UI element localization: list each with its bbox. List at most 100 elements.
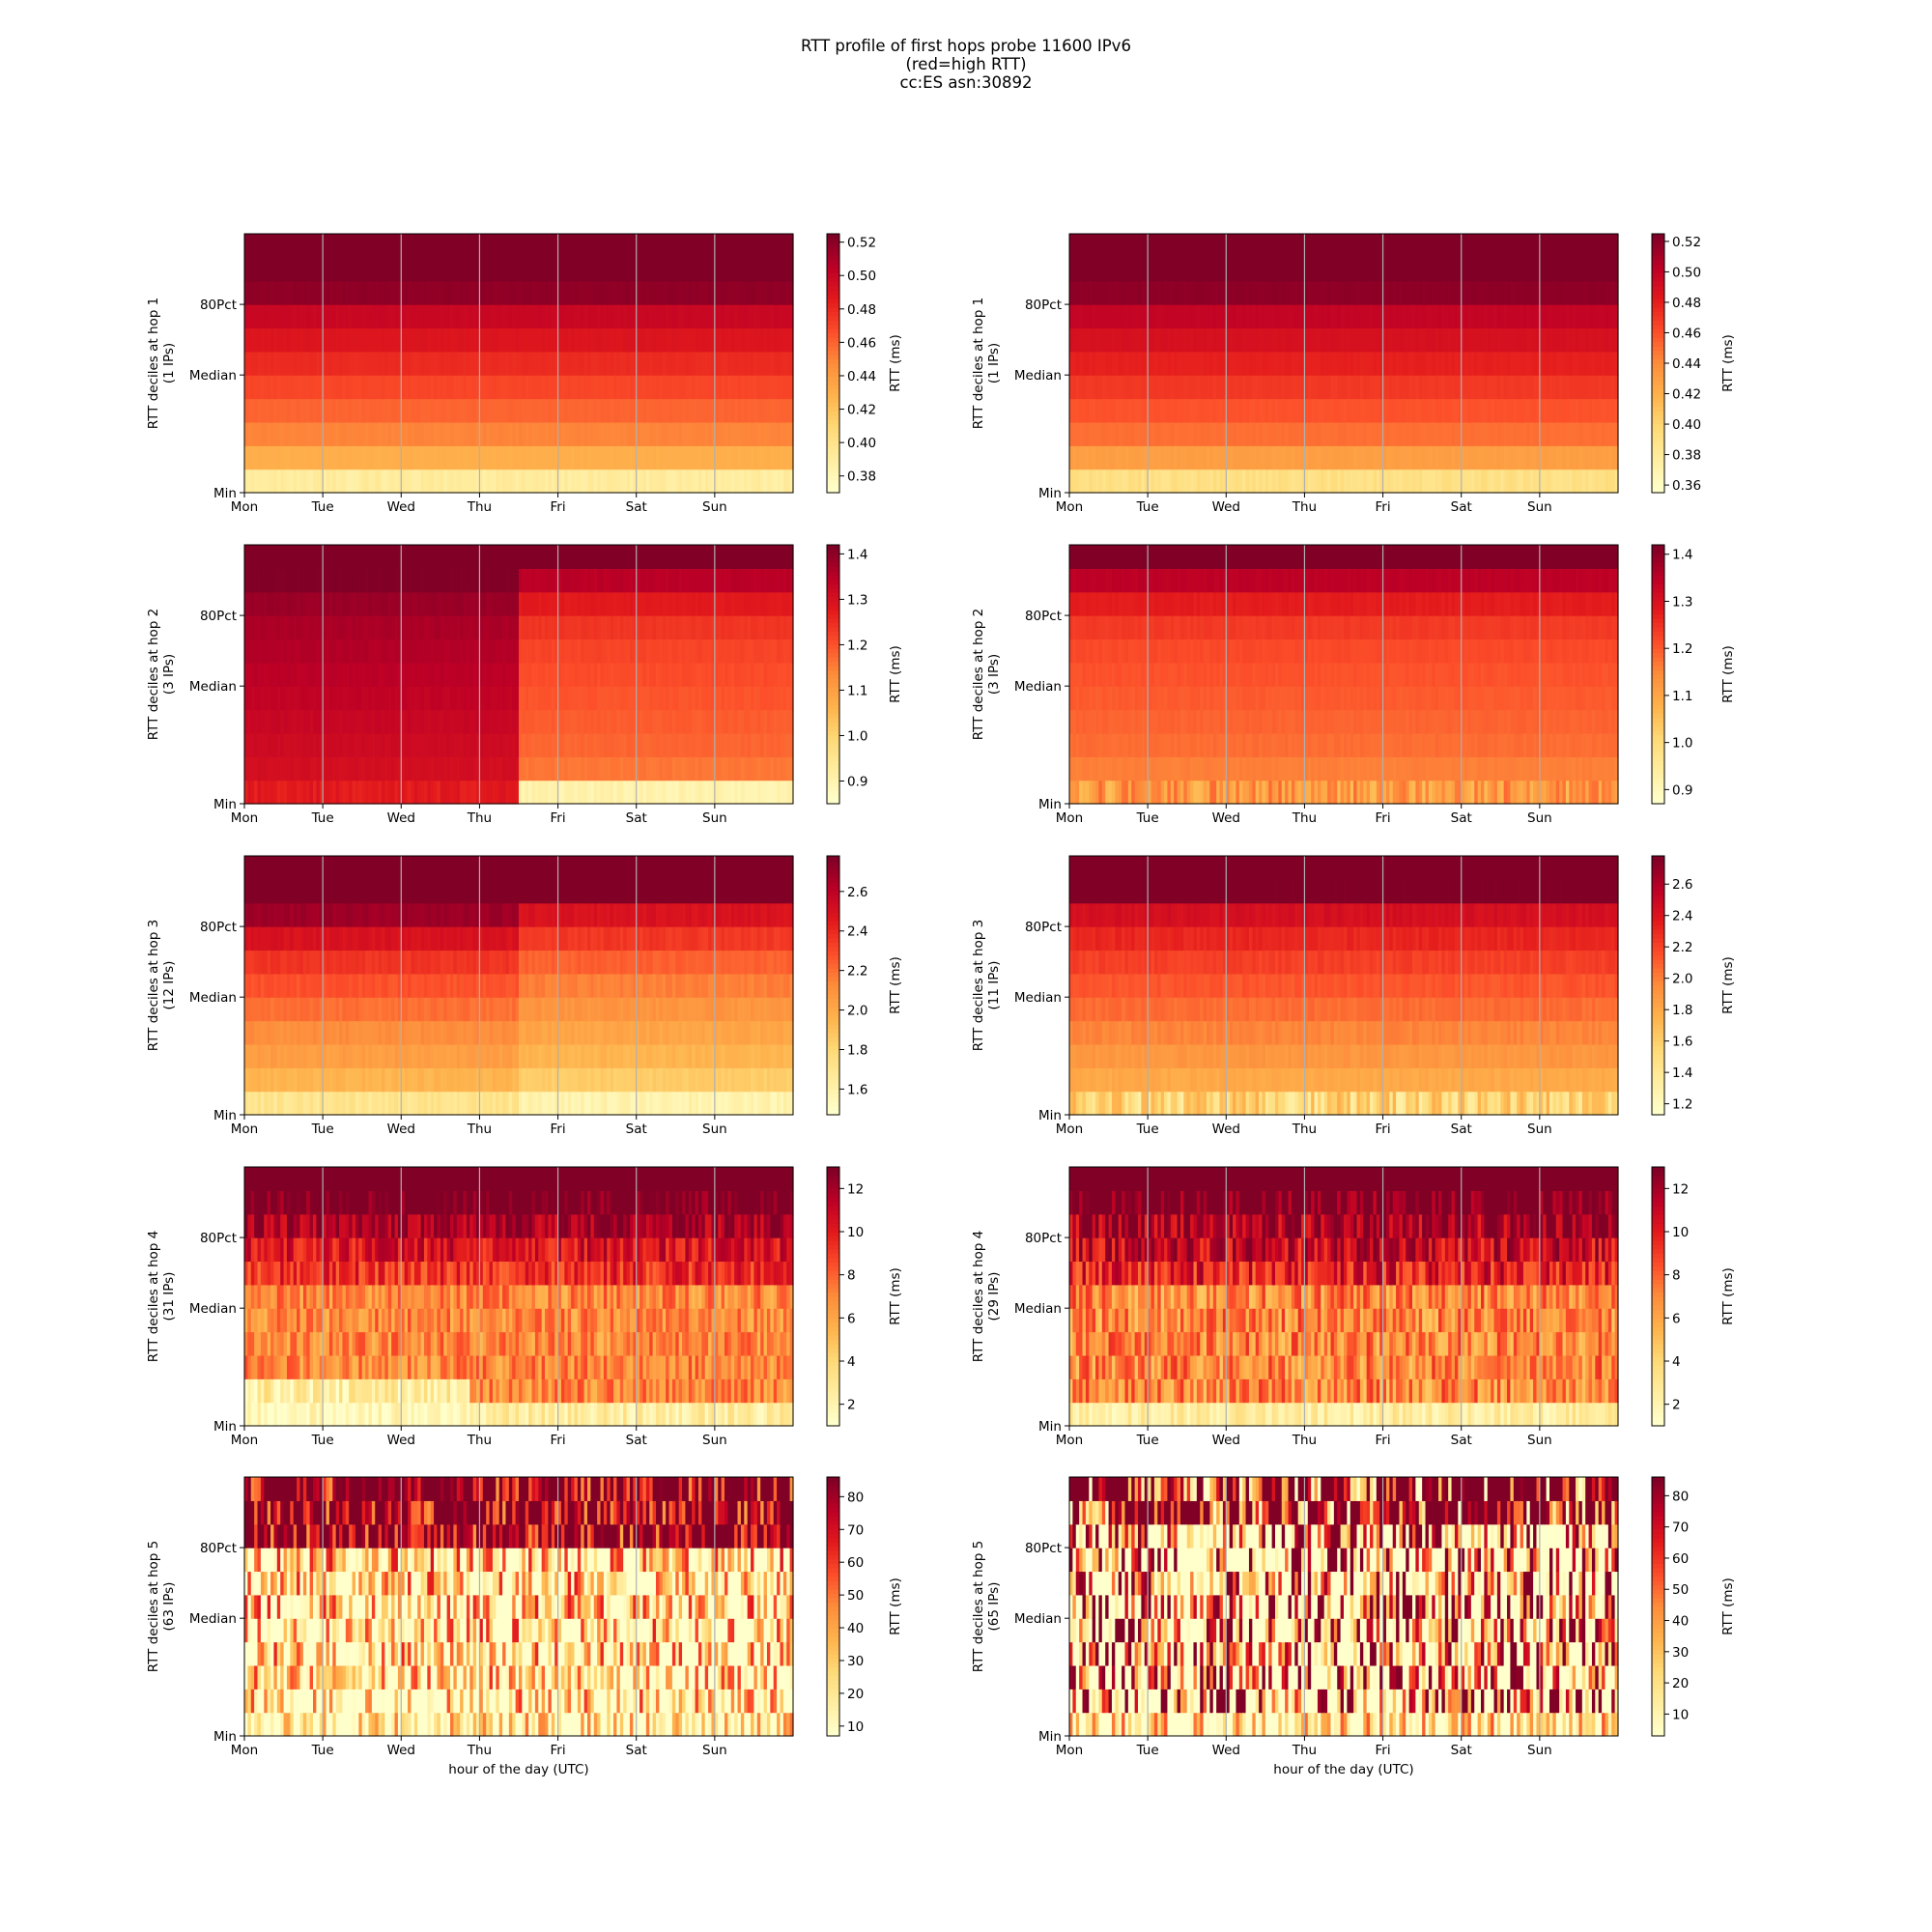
heatmap-cell [342,234,347,258]
heatmap-cell [666,445,670,470]
heatmap-cell [652,421,657,446]
plot-frame [243,233,794,494]
heatmap-cell [1428,234,1433,258]
heatmap-cell [652,280,657,305]
heatmap-cell [1496,327,1501,353]
heatmap-cell [616,280,621,305]
heatmap-cell [434,398,439,423]
heatmap-cell [417,257,422,282]
heatmap-cell [264,304,269,329]
heatmap-cell [254,351,259,376]
heatmap-cell [747,257,752,282]
colorbar-segment [1652,324,1664,329]
heatmap-cell [583,398,588,423]
heatmap-cell [323,257,327,282]
heatmap-cell [760,234,765,258]
heatmap-cell [682,469,687,494]
heatmap-cell [662,421,667,446]
heatmap-cell [522,280,526,305]
heatmap-cell [1291,469,1295,494]
heatmap-cell [260,639,265,664]
heatmap-cell [1153,398,1158,423]
heatmap-cell [678,280,683,305]
heatmap-cell [751,234,755,258]
heatmap-cell [1092,327,1096,353]
heatmap-cell [299,421,304,446]
title-line-3: cc:ES asn:30892 [899,73,1033,92]
heatmap-cell [466,351,470,376]
heatmap-cell [668,257,673,282]
heatmap-cell [482,257,487,282]
heatmap-cell [597,375,602,400]
heatmap-cell [737,445,742,470]
heatmap-cell [420,304,425,329]
heatmap-cell [1598,304,1603,329]
heatmap-cell [417,375,422,400]
heatmap-cell [714,421,719,446]
heatmap-cell [645,445,650,470]
x-tick-label: Fri [551,499,566,515]
heatmap-cell [260,469,265,494]
heatmap-cell [326,280,330,305]
heatmap-cell [642,304,647,329]
heatmap-cell [355,304,359,329]
heatmap-cell [770,421,775,446]
heatmap-cell [401,304,406,329]
heatmap-cell [323,327,327,353]
heatmap-cell [649,351,654,376]
heatmap-cell [387,445,392,470]
heatmap-cell [1255,398,1260,423]
heatmap-cell [610,280,614,305]
heatmap-cell [345,445,350,470]
heatmap-cell [718,257,723,282]
colorbar-segment [827,341,839,347]
heatmap-cell [368,257,373,282]
heatmap-cell [247,280,252,305]
heatmap-cell [645,327,650,353]
heatmap-cell [766,375,771,400]
heatmap-cell [391,327,396,353]
colorbar-segment [827,475,839,481]
colorbar-segment [1652,479,1664,485]
heatmap-cell [391,351,396,376]
heatmap-cell [740,351,745,376]
heatmap-cell [1111,469,1116,494]
heatmap-cell [528,257,533,282]
heatmap-cell [737,280,742,305]
colorbar-segment [827,384,839,390]
heatmap-cell [1075,257,1080,282]
heatmap-cell [671,234,676,258]
heatmap-cell [1095,398,1100,423]
heatmap-cell [583,469,588,494]
heatmap-cell [440,351,444,376]
heatmap-cell [502,469,507,494]
heatmap-cell [600,375,605,400]
heatmap-cell [382,375,385,400]
heatmap-cell [397,304,402,329]
heatmap-cell [394,304,399,329]
heatmap-cell [1095,234,1100,258]
heatmap-cell [534,756,539,781]
heatmap-cell [250,445,255,470]
heatmap-cell [335,304,340,329]
heatmap-cell [440,421,444,446]
heatmap-cell [371,445,376,470]
colorbar-segment [827,397,839,403]
heatmap-cell [437,234,441,258]
heatmap-cell [355,445,359,470]
heatmap-cell [1428,304,1433,329]
heatmap-cell [619,351,624,376]
heatmap-cell [302,351,307,376]
heatmap-cell [339,327,344,353]
heatmap-cell [264,445,269,470]
heatmap-cell [456,398,461,423]
heatmap-cell [1098,327,1103,353]
heatmap-cell [770,304,775,329]
heatmap-cell [257,445,262,470]
heatmap-cell [313,469,317,494]
heatmap-cell [1079,421,1084,446]
heatmap-cell [446,421,451,446]
heatmap-cell [250,398,255,423]
heatmap-cell [453,257,458,282]
heatmap-cell [515,398,520,423]
